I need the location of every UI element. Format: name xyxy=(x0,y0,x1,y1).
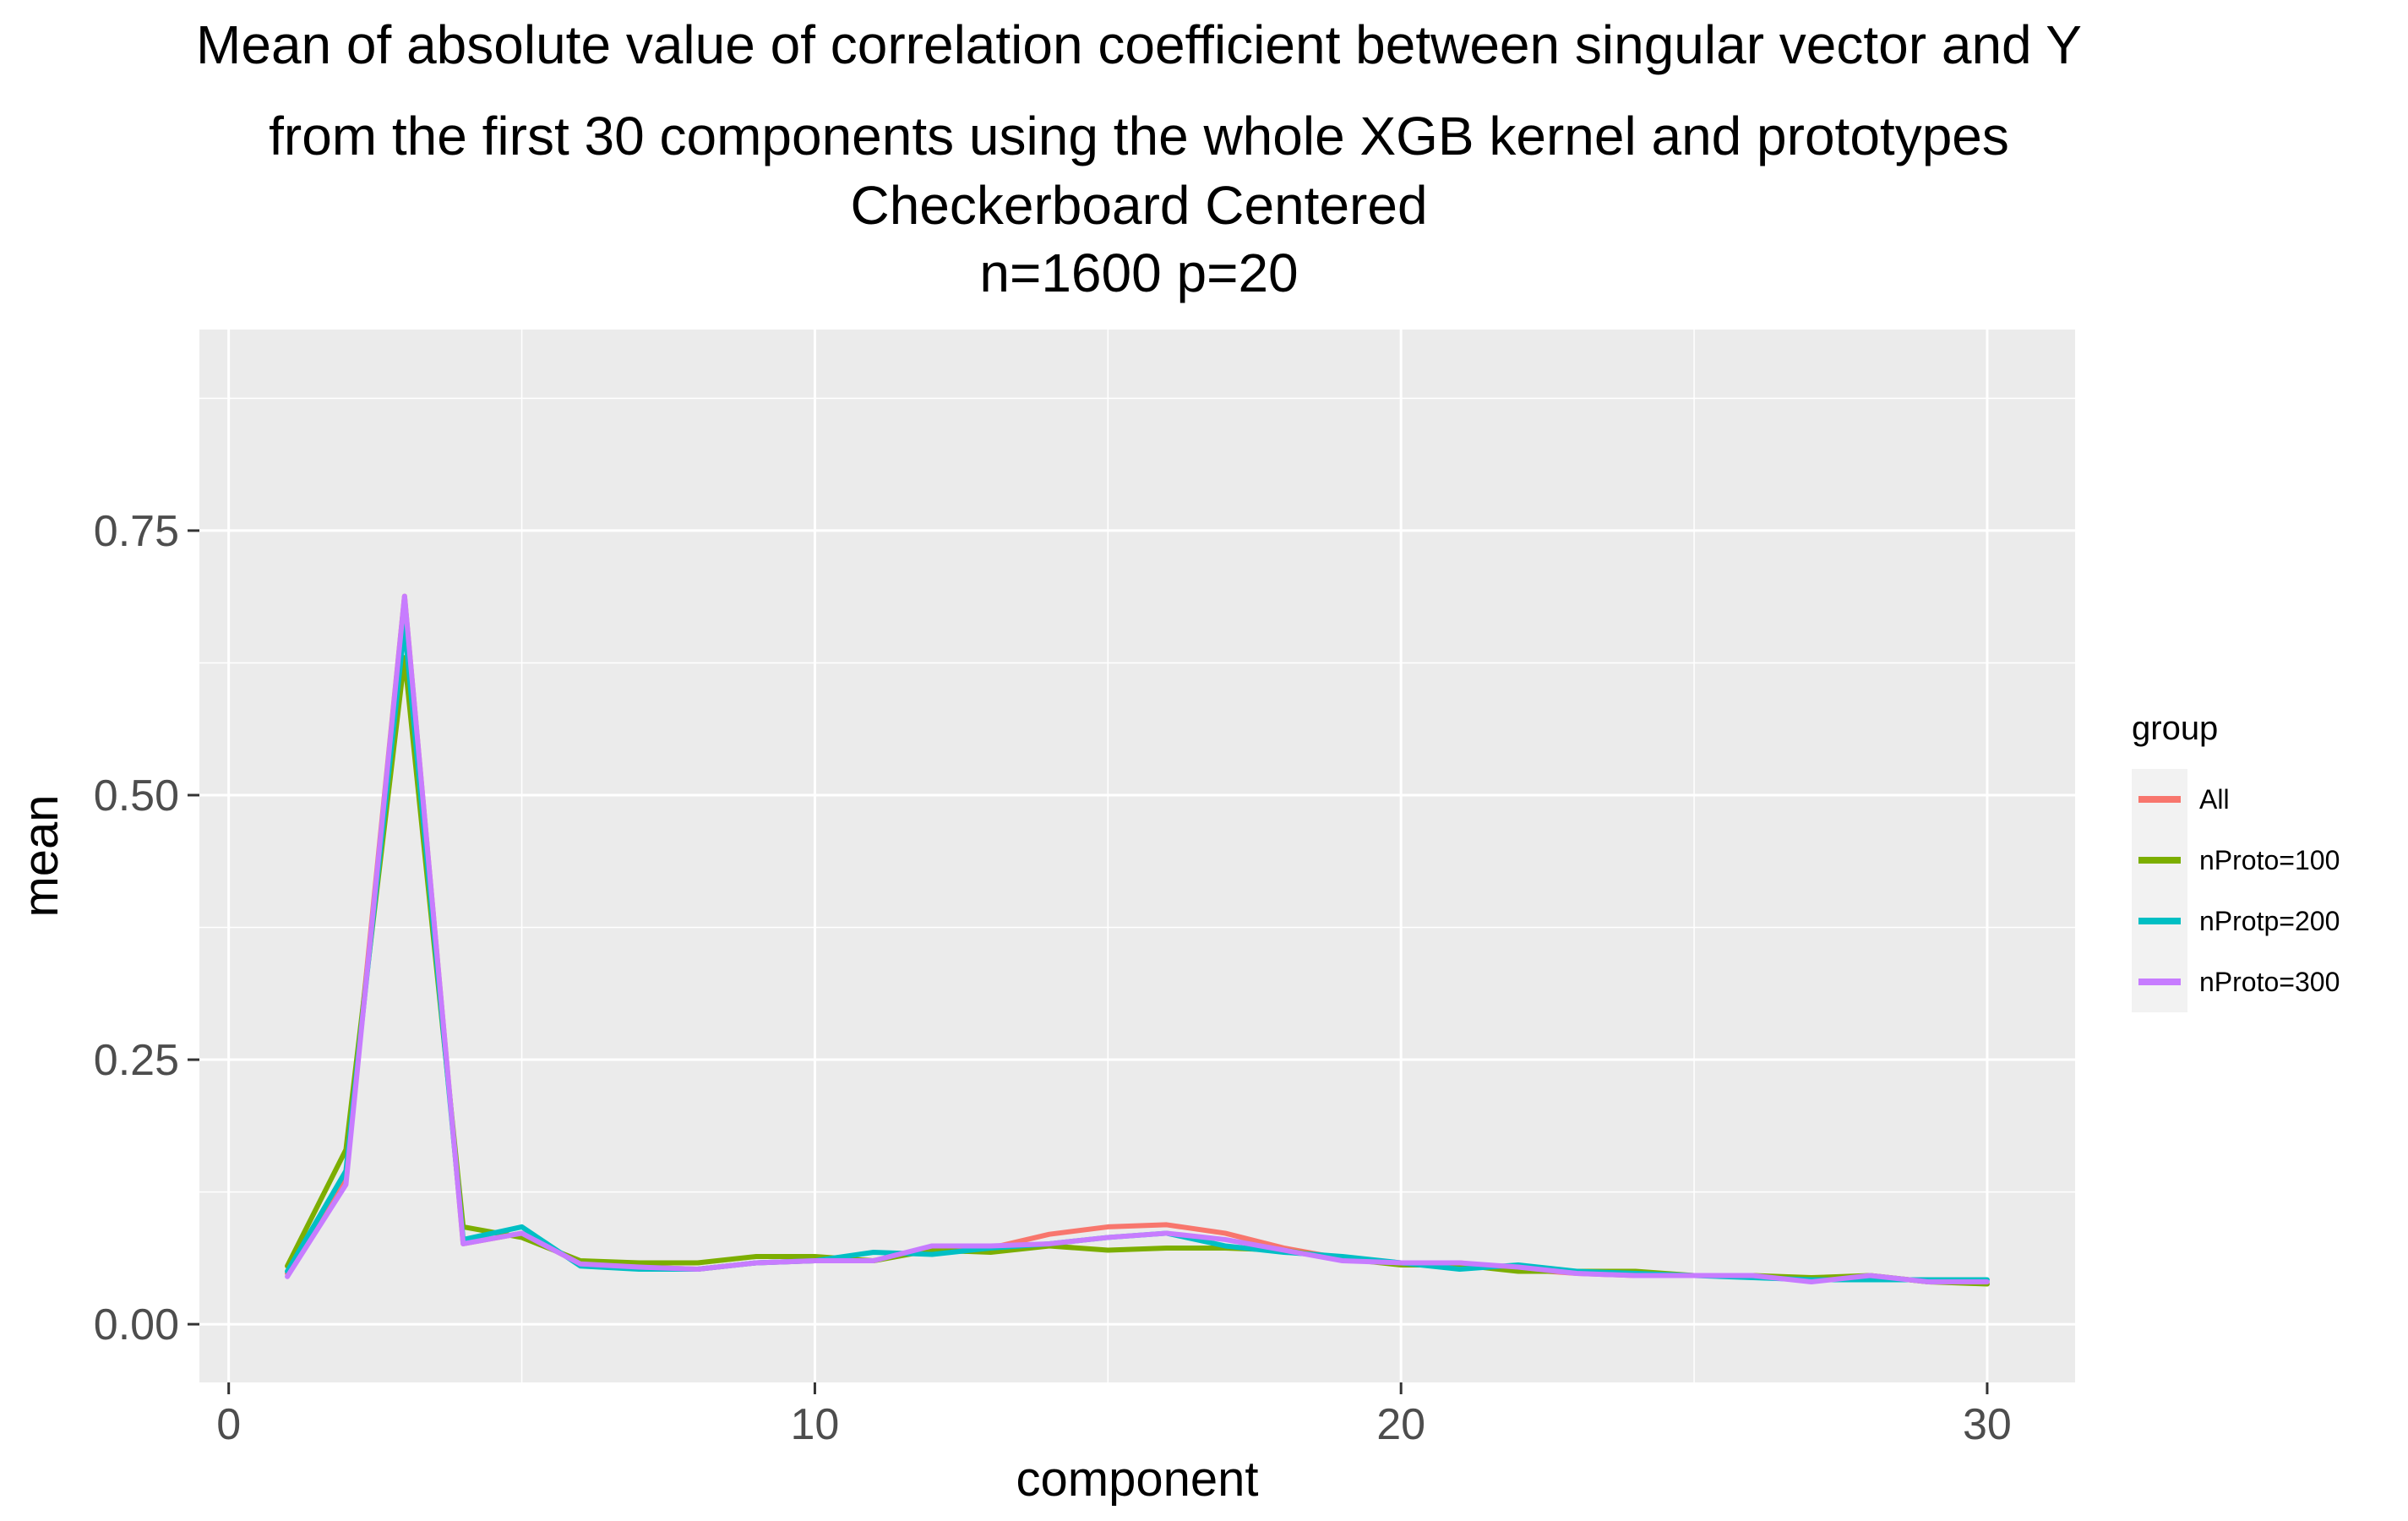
legend-items: All nProto=100 nProtp=200 nProto=300 xyxy=(2132,769,2340,1012)
y-tick-label: 0.25 xyxy=(94,1036,179,1085)
legend-label: All xyxy=(2199,784,2230,815)
major-gridlines xyxy=(199,330,2075,1382)
y-tick-label: 0.00 xyxy=(94,1300,179,1349)
title-line-3: Checkerboard Centered xyxy=(850,175,1427,236)
chart-title: Mean of absolute value of correlation co… xyxy=(196,14,2082,303)
y-tick-label: 0.75 xyxy=(94,507,179,556)
title-line-2: from the first 30 components using the w… xyxy=(269,106,2009,166)
legend-title: group xyxy=(2132,710,2218,747)
x-axis-label: component xyxy=(1016,1452,1259,1507)
series-line xyxy=(285,593,1990,1285)
y-tick-label: 0.50 xyxy=(94,771,179,820)
series-lines xyxy=(285,593,1990,1287)
plot-panel xyxy=(199,330,2075,1382)
minor-gridlines xyxy=(199,330,2075,1382)
legend-label: nProto=100 xyxy=(2199,845,2340,875)
x-axis: 0 10 20 30 xyxy=(216,1382,2012,1449)
y-axis: 0.00 0.25 0.50 0.75 xyxy=(94,507,199,1349)
x-tick-label: 0 xyxy=(216,1400,241,1449)
x-tick-label: 10 xyxy=(791,1400,840,1449)
title-line-4: n=1600 p=20 xyxy=(979,243,1298,303)
title-line-1: Mean of absolute value of correlation co… xyxy=(196,14,2082,75)
legend-label: nProto=300 xyxy=(2199,967,2340,997)
x-tick-label: 20 xyxy=(1376,1400,1425,1449)
legend: group All nProto=100 nProtp=200 nProto=300 xyxy=(2132,710,2340,1012)
legend-label: nProtp=200 xyxy=(2199,906,2340,936)
y-axis-label: mean xyxy=(14,794,68,917)
x-tick-label: 30 xyxy=(1963,1400,2012,1449)
